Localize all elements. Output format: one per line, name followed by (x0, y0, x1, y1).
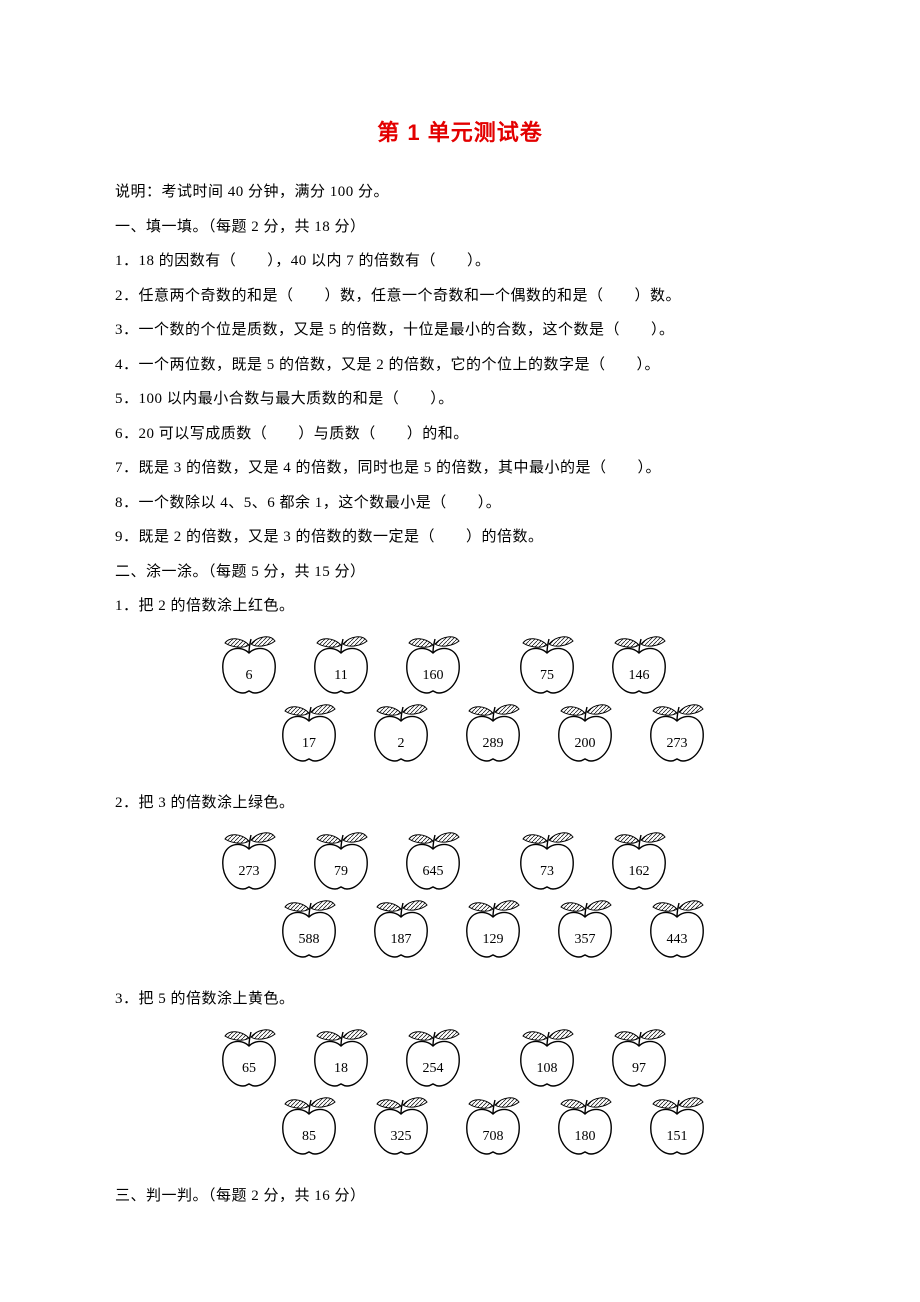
apple-item: 6 (205, 632, 293, 700)
apple-number: 17 (265, 736, 353, 752)
apple-item: 180 (541, 1093, 629, 1161)
q1-2: 2．任意两个奇数的和是（ ）数，任意一个奇数和一个偶数的和是（ ）数。 (115, 279, 805, 314)
apple-number: 708 (449, 1129, 537, 1145)
apple-item: 160 (389, 632, 477, 700)
apple-number: 180 (541, 1129, 629, 1145)
apple-item: 129 (449, 896, 537, 964)
apple-number: 357 (541, 932, 629, 948)
apple-item: 357 (541, 896, 629, 964)
q1-5: 5．100 以内最小合数与最大质数的和是（ ）。 (115, 382, 805, 417)
apple-number: 254 (389, 1061, 477, 1077)
apple-number: 108 (503, 1061, 591, 1077)
apple-item: 289 (449, 700, 537, 768)
section-1-header: 一、填一填。（每题 2 分，共 18 分） (115, 210, 805, 245)
section-3-header: 三、判一判。（每题 2 分，共 16 分） (115, 1179, 805, 1214)
apple-number: 588 (265, 932, 353, 948)
apple-number: 18 (297, 1061, 385, 1077)
apple-item: 254 (389, 1025, 477, 1093)
apple-item: 146 (595, 632, 683, 700)
apple-group-2: 27379645 73162 588187129357443 (115, 828, 805, 964)
apple-number: 160 (389, 668, 477, 684)
apple-item: 73 (503, 828, 591, 896)
section-2-header: 二、涂一涂。（每题 5 分，共 15 分） (115, 555, 805, 590)
apple-item: 200 (541, 700, 629, 768)
apple-group-3: 6518254 10897 85325708180151 (115, 1025, 805, 1161)
apple-item: 85 (265, 1093, 353, 1161)
apple-number: 273 (633, 736, 721, 752)
q2-3: 3．把 5 的倍数涂上黄色。 (115, 982, 805, 1017)
apple-item: 18 (297, 1025, 385, 1093)
apple-number: 75 (503, 668, 591, 684)
apple-item: 75 (503, 632, 591, 700)
q1-7: 7．既是 3 的倍数，又是 4 的倍数，同时也是 5 的倍数，其中最小的是（ ）… (115, 451, 805, 486)
apple-item: 187 (357, 896, 445, 964)
apple-number: 289 (449, 736, 537, 752)
q1-9: 9．既是 2 的倍数，又是 3 的倍数的数一定是（ ）的倍数。 (115, 520, 805, 555)
apple-item: 273 (205, 828, 293, 896)
apple-item: 2 (357, 700, 445, 768)
page-title: 第 1 单元测试卷 (115, 115, 805, 147)
apple-number: 73 (503, 864, 591, 880)
apple-item: 79 (297, 828, 385, 896)
apple-item: 273 (633, 700, 721, 768)
apple-number: 6 (205, 668, 293, 684)
apple-row: 6518254 10897 (205, 1025, 805, 1093)
apple-number: 645 (389, 864, 477, 880)
apple-number: 443 (633, 932, 721, 948)
q1-4: 4．一个两位数，既是 5 的倍数，又是 2 的倍数，它的个位上的数字是（ ）。 (115, 348, 805, 383)
apple-number: 2 (357, 736, 445, 752)
apple-number: 65 (205, 1061, 293, 1077)
apple-number: 11 (297, 668, 385, 684)
q1-8: 8．一个数除以 4、5、6 都余 1，这个数最小是（ ）。 (115, 486, 805, 521)
apple-number: 187 (357, 932, 445, 948)
apple-group-1: 611160 75146 172289200273 (115, 632, 805, 768)
apple-item: 11 (297, 632, 385, 700)
q1-1: 1．18 的因数有（ ），40 以内 7 的倍数有（ ）。 (115, 244, 805, 279)
q2-2: 2．把 3 的倍数涂上绿色。 (115, 786, 805, 821)
apple-item: 162 (595, 828, 683, 896)
apple-item: 325 (357, 1093, 445, 1161)
apple-number: 325 (357, 1129, 445, 1145)
page: 第 1 单元测试卷 说明：考试时间 40 分钟，满分 100 分。 一、填一填。… (0, 0, 920, 1253)
apple-item: 645 (389, 828, 477, 896)
q1-3: 3．一个数的个位是质数，又是 5 的倍数，十位是最小的合数，这个数是（ ）。 (115, 313, 805, 348)
apple-number: 151 (633, 1129, 721, 1145)
q2-1: 1．把 2 的倍数涂上红色。 (115, 589, 805, 624)
apple-row: 85325708180151 (265, 1093, 805, 1161)
apple-number: 200 (541, 736, 629, 752)
apple-item: 65 (205, 1025, 293, 1093)
apple-item: 17 (265, 700, 353, 768)
apple-number: 146 (595, 668, 683, 684)
apple-number: 97 (595, 1061, 683, 1077)
q1-6: 6．20 可以写成质数（ ）与质数（ ）的和。 (115, 417, 805, 452)
apple-item: 588 (265, 896, 353, 964)
apple-number: 162 (595, 864, 683, 880)
apple-item: 108 (503, 1025, 591, 1093)
apple-row: 172289200273 (265, 700, 805, 768)
apple-row: 588187129357443 (265, 896, 805, 964)
apple-number: 85 (265, 1129, 353, 1145)
apple-number: 273 (205, 864, 293, 880)
apple-item: 151 (633, 1093, 721, 1161)
apple-row: 611160 75146 (205, 632, 805, 700)
apple-row: 27379645 73162 (205, 828, 805, 896)
apple-item: 708 (449, 1093, 537, 1161)
apple-number: 79 (297, 864, 385, 880)
apple-item: 97 (595, 1025, 683, 1093)
apple-number: 129 (449, 932, 537, 948)
exam-note: 说明：考试时间 40 分钟，满分 100 分。 (115, 175, 805, 210)
apple-item: 443 (633, 896, 721, 964)
